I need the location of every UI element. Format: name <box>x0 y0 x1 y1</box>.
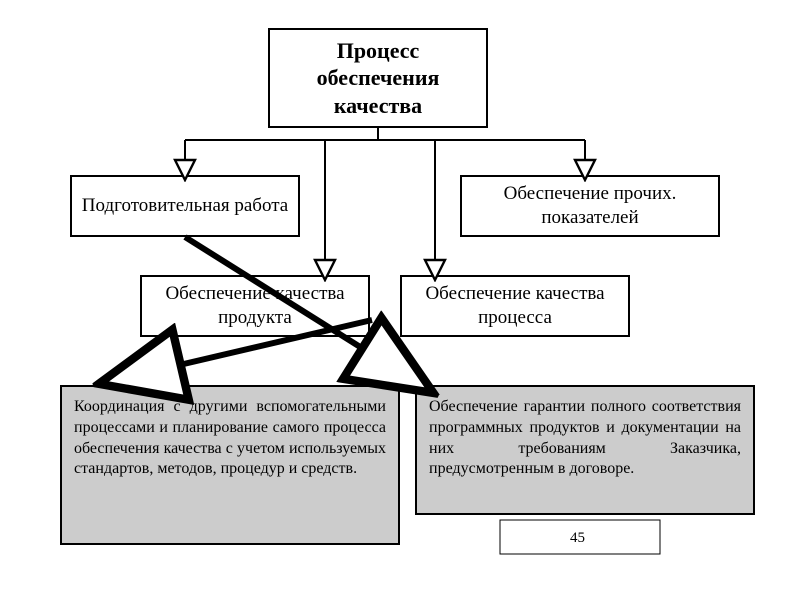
desc-right: Обеспечение гарантии полного соответстви… <box>415 385 755 515</box>
node-prep-label: Подготовительная работа <box>82 194 288 218</box>
node-proc-label: Обеспечение качества процесса <box>408 282 622 330</box>
desc-left-text: Координация с другими вспомогательными п… <box>74 398 386 477</box>
node-root-label: Процесс обеспечения качества <box>276 37 480 120</box>
node-proc: Обеспечение качества процесса <box>400 275 630 337</box>
page-number: 45 <box>570 530 585 547</box>
node-prep: Подготовительная работа <box>70 175 300 237</box>
node-prod-label: Обеспечение качества продукта <box>148 282 362 330</box>
node-other-label: Обеспечение прочих. показателей <box>468 182 712 230</box>
desc-left: Координация с другими вспомогательными п… <box>60 385 400 545</box>
desc-right-text: Обеспечение гарантии полного соответстви… <box>429 398 741 477</box>
node-root: Процесс обеспечения качества <box>268 28 488 128</box>
node-other: Обеспечение прочих. показателей <box>460 175 720 237</box>
node-prod: Обеспечение качества продукта <box>140 275 370 337</box>
